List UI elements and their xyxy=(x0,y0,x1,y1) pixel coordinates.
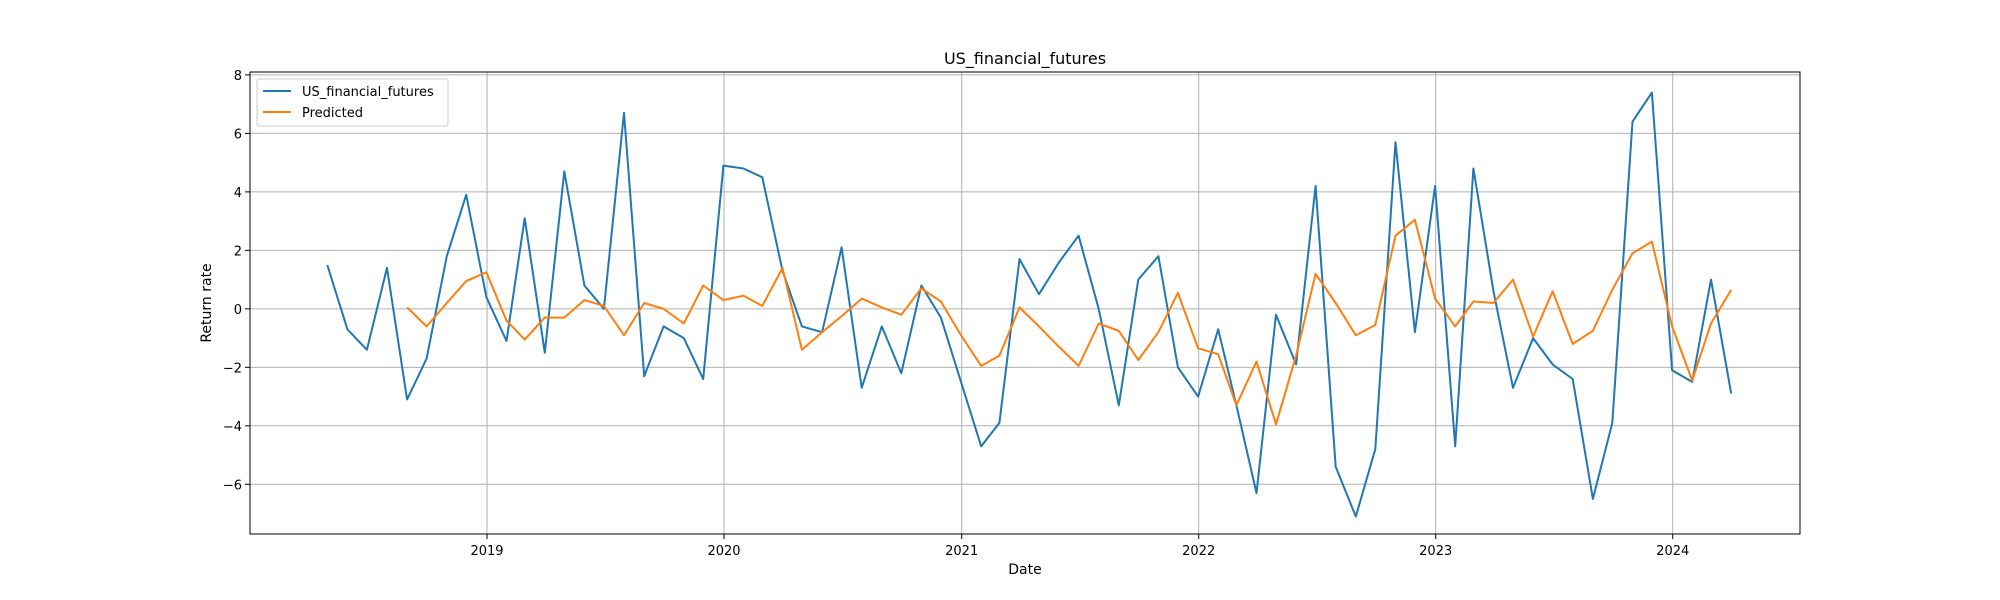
x-tick-label: 2022 xyxy=(1182,544,1215,559)
y-tick-label: −2 xyxy=(223,361,242,376)
series-line-predicted xyxy=(406,218,1733,426)
y-tick-label: −4 xyxy=(223,420,242,435)
chart-title: US_financial_futures xyxy=(944,49,1106,69)
series-line-us-financial-futures xyxy=(326,91,1733,518)
y-axis-label: Return rate xyxy=(199,263,215,342)
y-tick-label: 2 xyxy=(234,244,242,259)
grid xyxy=(250,72,1800,534)
y-tick-label: 0 xyxy=(234,303,242,318)
x-axis-label: Date xyxy=(1008,562,1041,578)
x-tick-label: 2023 xyxy=(1419,544,1452,559)
legend-box xyxy=(256,78,449,127)
x-tick-label: 2024 xyxy=(1656,544,1689,559)
x-tick-label: 2019 xyxy=(470,544,503,559)
x-tick-label: 2021 xyxy=(945,544,978,559)
y-tick-label: −6 xyxy=(223,478,242,493)
legend-label-us-financial-futures: US_financial_futures xyxy=(302,85,434,100)
y-axis: −6 −4 −2 0 2 4 6 8 xyxy=(223,69,250,493)
series-layer xyxy=(326,91,1733,518)
y-tick-label: 6 xyxy=(234,127,242,142)
legend-label-predicted: Predicted xyxy=(302,106,363,121)
x-axis: 2019 2020 2021 2022 2023 2024 xyxy=(470,534,1689,559)
legend: US_financial_futures Predicted xyxy=(256,78,449,127)
x-tick-label: 2020 xyxy=(707,544,740,559)
y-tick-label: 8 xyxy=(234,69,242,84)
plot-area-frame xyxy=(249,71,1801,535)
y-tick-label: 4 xyxy=(234,186,242,201)
